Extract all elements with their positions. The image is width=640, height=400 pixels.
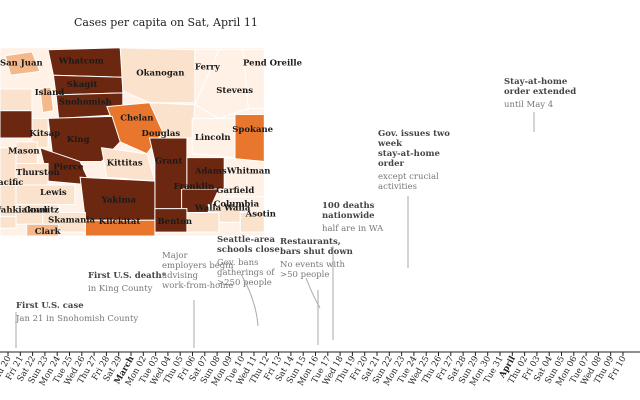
annotation-text: Jan 21 in Snohomish County — [15, 314, 138, 324]
annotation-title: Restaurants, — [280, 237, 341, 247]
annotation-2: First U.S. death* in King County — [88, 271, 167, 294]
county-label-yakima: Yakima — [101, 196, 137, 206]
county-label-clark: Clark — [35, 227, 62, 237]
county-label-columbia: Columbia — [214, 200, 260, 210]
annotation-text: except crucial — [378, 172, 439, 182]
annotation-text: work-from-home — [162, 281, 233, 291]
county-label-walla-walla: Walla Walla — [194, 204, 251, 214]
county-label-adams: Adams — [194, 166, 227, 176]
annotation-title: bars shut down — [280, 247, 353, 257]
county-label-san-juan: San Juan — [0, 59, 43, 69]
county-label-pierce: Pierce — [53, 162, 84, 172]
county-label-wahkiakum: Wahkiakum — [0, 206, 48, 216]
annotation-title: order — [378, 159, 404, 169]
annotation-title: nationwide — [322, 211, 375, 221]
annotation-title: First U.S. death* — [88, 271, 167, 281]
county-label-benton: Benton — [158, 217, 193, 227]
annotation-1: First U.S. case Jan 21 in Snohomish Count… — [15, 301, 138, 348]
annotation-title: Seattle-area — [217, 235, 275, 245]
county-label-lewis: Lewis — [40, 188, 67, 198]
annotation-text: gatherings of — [217, 268, 275, 278]
county-clark — [26, 223, 60, 237]
annotation-text: Major — [162, 251, 189, 261]
annotation-title: week — [377, 139, 403, 149]
county-label-mason: Mason — [8, 147, 40, 157]
county-label-lincoln: Lincoln — [195, 133, 231, 143]
county-label-pacific: Pacific — [0, 178, 23, 188]
county-label-cowlitz: Cowlitz — [24, 206, 59, 216]
county-label-island: Island — [35, 88, 65, 98]
county-label-garfield: Garfield — [216, 186, 254, 196]
washington-map: San Juan Whatcom Skagit Okanogan Ferry Pend O… — [0, 47, 303, 237]
county-label-grant: Grant — [155, 157, 182, 167]
annotation-text: activities — [378, 182, 417, 192]
county-label-skamania: Skamania — [48, 215, 95, 225]
county-label-king: King — [67, 135, 90, 145]
county-label-chelan: Chelan — [120, 113, 153, 123]
annotation-leader — [240, 273, 259, 327]
county-label-klickitat: Klickitat — [99, 217, 141, 227]
county-label-franklin: Franklin — [174, 182, 215, 192]
county-island — [39, 86, 54, 114]
annotation-text: half are in WA — [322, 224, 384, 234]
county-wahkiakum — [0, 215, 17, 229]
county-label-whitman: Whitman — [226, 166, 271, 176]
annotation-title: First U.S. case — [16, 301, 84, 311]
annotation-title: Gov. issues two — [378, 129, 450, 139]
annotation-title: stay-at-home — [378, 149, 440, 159]
county-jefferson — [0, 110, 33, 139]
annotation-5: Restaurants,bars shut down No events with… — [280, 237, 353, 345]
county-label-skagit: Skagit — [67, 80, 98, 90]
annotation-title: order extended — [504, 87, 576, 97]
county-label-okanogan: Okanogan — [136, 68, 184, 78]
map-title: Cases per capita on Sat, April 11 — [74, 16, 258, 29]
county-label-kitsap: Kitsap — [29, 129, 60, 139]
county-label-kittitas: Kittitas — [107, 158, 143, 168]
county-stevens — [194, 49, 249, 119]
annotation-title: Stay-at-home — [504, 77, 568, 87]
county-label-stevens: Stevens — [216, 86, 253, 96]
county-label-thurston: Thurston — [16, 168, 60, 178]
county-asotin — [239, 212, 265, 233]
county-label-pend-oreille: Pend Oreille — [243, 59, 303, 69]
annotation-title: 100 deaths — [322, 201, 375, 211]
annotation-title: schools close — [217, 245, 280, 255]
annotation-text: >50 people — [280, 270, 329, 280]
county-okanogan — [119, 47, 196, 104]
county-grays-harbor — [0, 147, 17, 186]
annotation-text: in King County — [88, 284, 153, 294]
annotation-text: No events with — [280, 260, 345, 270]
county-label-spokane: Spokane — [232, 125, 273, 135]
annotation-text: until May 4 — [504, 100, 553, 110]
county-label-douglas: Douglas — [142, 129, 181, 139]
county-clallam — [0, 88, 33, 112]
county-label-asotin: Asotin — [245, 209, 276, 219]
annotation-text: Gov. bans — [217, 258, 258, 268]
annotation-text: employers begin — [162, 261, 234, 271]
county-label-snohomish: Snohomish — [59, 98, 112, 108]
annotation-text: advising — [162, 271, 199, 281]
county-klickitat — [84, 219, 156, 237]
annotation-text: >250 people — [217, 278, 272, 288]
annotation-leader — [305, 277, 321, 309]
county-spokane — [234, 114, 265, 162]
county-label-ferry: Ferry — [195, 62, 221, 72]
county-label-whatcom: Whatcom — [58, 57, 104, 67]
annotations-layer: First U.S. case Jan 21 in Snohomish Count… — [15, 77, 576, 348]
county-san-juan — [4, 51, 41, 76]
